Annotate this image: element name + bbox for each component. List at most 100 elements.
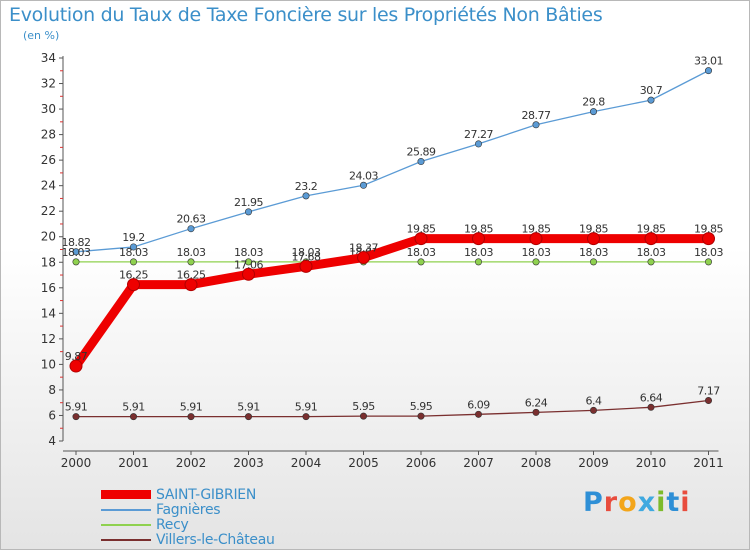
data-label-villers-le-ch-teau: 5.91 [122,401,145,414]
y-tick-label: 16 [41,281,56,295]
data-point-recy [187,258,195,266]
data-label-villers-le-ch-teau: 5.95 [410,400,433,413]
data-label-villers-le-ch-teau: 6.4 [586,394,602,407]
x-tick-label: 2000 [61,456,92,470]
legend-item-villers-le-chateau[interactable]: Villers-le-Château [101,531,275,548]
legend-item-fagnieres[interactable]: Fagnières [101,501,275,518]
data-label-fagni-res: 23.2 [295,180,318,193]
data-label-villers-le-ch-teau: 6.09 [467,398,490,411]
data-label-recy: 18.03 [407,246,436,259]
data-point-saint-gibrien [299,259,313,273]
y-tick-label: 6 [48,408,56,422]
y-tick-label: 30 [41,102,56,116]
logo-letter: i [680,487,691,518]
data-point-saint-gibrien [414,232,428,246]
data-point-saint-gibrien [644,232,658,246]
data-point-fagni-res [72,248,80,256]
y-tick-label: 8 [48,383,56,397]
data-point-fagni-res [589,108,597,116]
y-tick-label: 20 [41,230,56,244]
data-point-villers-le-ch-teau [704,397,712,405]
data-point-villers-le-ch-teau [130,413,138,421]
logo-letter: o [618,487,638,518]
logo-letter: P [583,487,604,518]
data-point-villers-le-ch-teau [187,413,195,421]
legend-item-saint-gibrien[interactable]: SAINT-GIBRIEN [101,487,275,503]
legend-swatch-saint-gibrien [101,490,151,499]
data-point-recy [704,258,712,266]
data-point-fagni-res [359,181,367,189]
legend-label: Recy [156,516,189,533]
data-label-recy: 18.03 [119,246,148,259]
legend-swatch-fagnieres [101,508,151,511]
legend-label: Villers-le-Château [156,531,275,548]
data-point-recy [72,258,80,266]
logo-letter: t [666,487,681,518]
data-label-saint-gibrien: 19.85 [464,223,493,236]
series-line-villers-le-ch-teau [75,399,710,418]
legend-label: Fagnières [156,501,221,518]
chart-legend: SAINT-GIBRIEN Fagnières Recy Villers-le-… [101,487,275,548]
data-point-villers-le-ch-teau [532,408,540,416]
data-point-villers-le-ch-teau [647,403,655,411]
data-label-saint-gibrien: 18.37 [349,242,378,255]
data-label-recy: 18.03 [579,246,608,259]
data-point-recy [245,258,253,266]
y-axis-unit-label: (en %) [23,29,60,42]
y-tick-label: 10 [41,357,56,371]
data-label-fagni-res: 20.63 [177,213,206,226]
data-point-saint-gibrien [127,278,140,292]
data-point-villers-le-ch-teau [302,413,310,421]
y-tick-label: 24 [41,179,56,193]
data-label-recy: 18.03 [464,246,493,259]
x-tick-label: 2001 [118,456,149,470]
data-label-fagni-res: 30.7 [640,84,663,97]
x-tick-label: 2011 [693,456,724,470]
x-tick-label: 2006 [406,456,437,470]
data-label-villers-le-ch-teau: 5.95 [352,400,375,413]
data-point-saint-gibrien [184,278,198,292]
data-point-recy [417,258,425,266]
data-label-recy: 18.03 [177,246,206,259]
data-label-fagni-res: 25.89 [407,146,436,159]
data-point-villers-le-ch-teau [245,413,253,421]
data-point-fagni-res [130,243,138,251]
data-label-fagni-res: 18.82 [62,236,91,249]
data-label-recy: 18.03 [292,246,321,259]
data-point-saint-gibrien [242,267,255,281]
data-point-fagni-res [245,208,253,216]
data-label-recy: 18.03 [522,246,551,259]
data-point-saint-gibrien [472,232,485,246]
data-label-fagni-res: 21.95 [234,196,263,209]
data-point-saint-gibrien [587,232,600,246]
series-line-fagni-res [75,69,710,253]
data-label-saint-gibrien: 19.85 [407,223,436,236]
data-label-saint-gibrien: 17.68 [292,250,321,263]
data-point-recy [589,258,597,266]
data-point-fagni-res [532,121,540,129]
data-label-villers-le-ch-teau: 5.91 [237,401,260,414]
data-point-villers-le-ch-teau [589,406,597,414]
data-point-saint-gibrien [69,359,83,373]
logo-letter: i [656,487,667,518]
data-label-saint-gibrien: 16.25 [119,269,148,282]
data-point-fagni-res [302,192,310,200]
data-label-villers-le-ch-teau: 5.91 [295,401,318,414]
y-tick-label: 12 [41,332,56,346]
data-label-recy: 18.03 [637,246,666,259]
data-point-villers-le-ch-teau [474,410,482,418]
logo-letter: r [603,487,619,518]
y-tick-label: 26 [41,153,56,167]
data-point-fagni-res [474,140,482,148]
legend-item-recy[interactable]: Recy [101,516,275,533]
x-tick-label: 2008 [521,456,552,470]
data-point-villers-le-ch-teau [417,412,425,420]
data-point-fagni-res [417,158,425,166]
data-label-saint-gibrien: 9.87 [65,350,88,363]
data-point-fagni-res [187,225,195,233]
x-tick-label: 2007 [463,456,494,470]
data-point-fagni-res [647,96,655,104]
data-label-fagni-res: 24.03 [349,169,378,182]
y-tick-label: 22 [41,204,56,218]
